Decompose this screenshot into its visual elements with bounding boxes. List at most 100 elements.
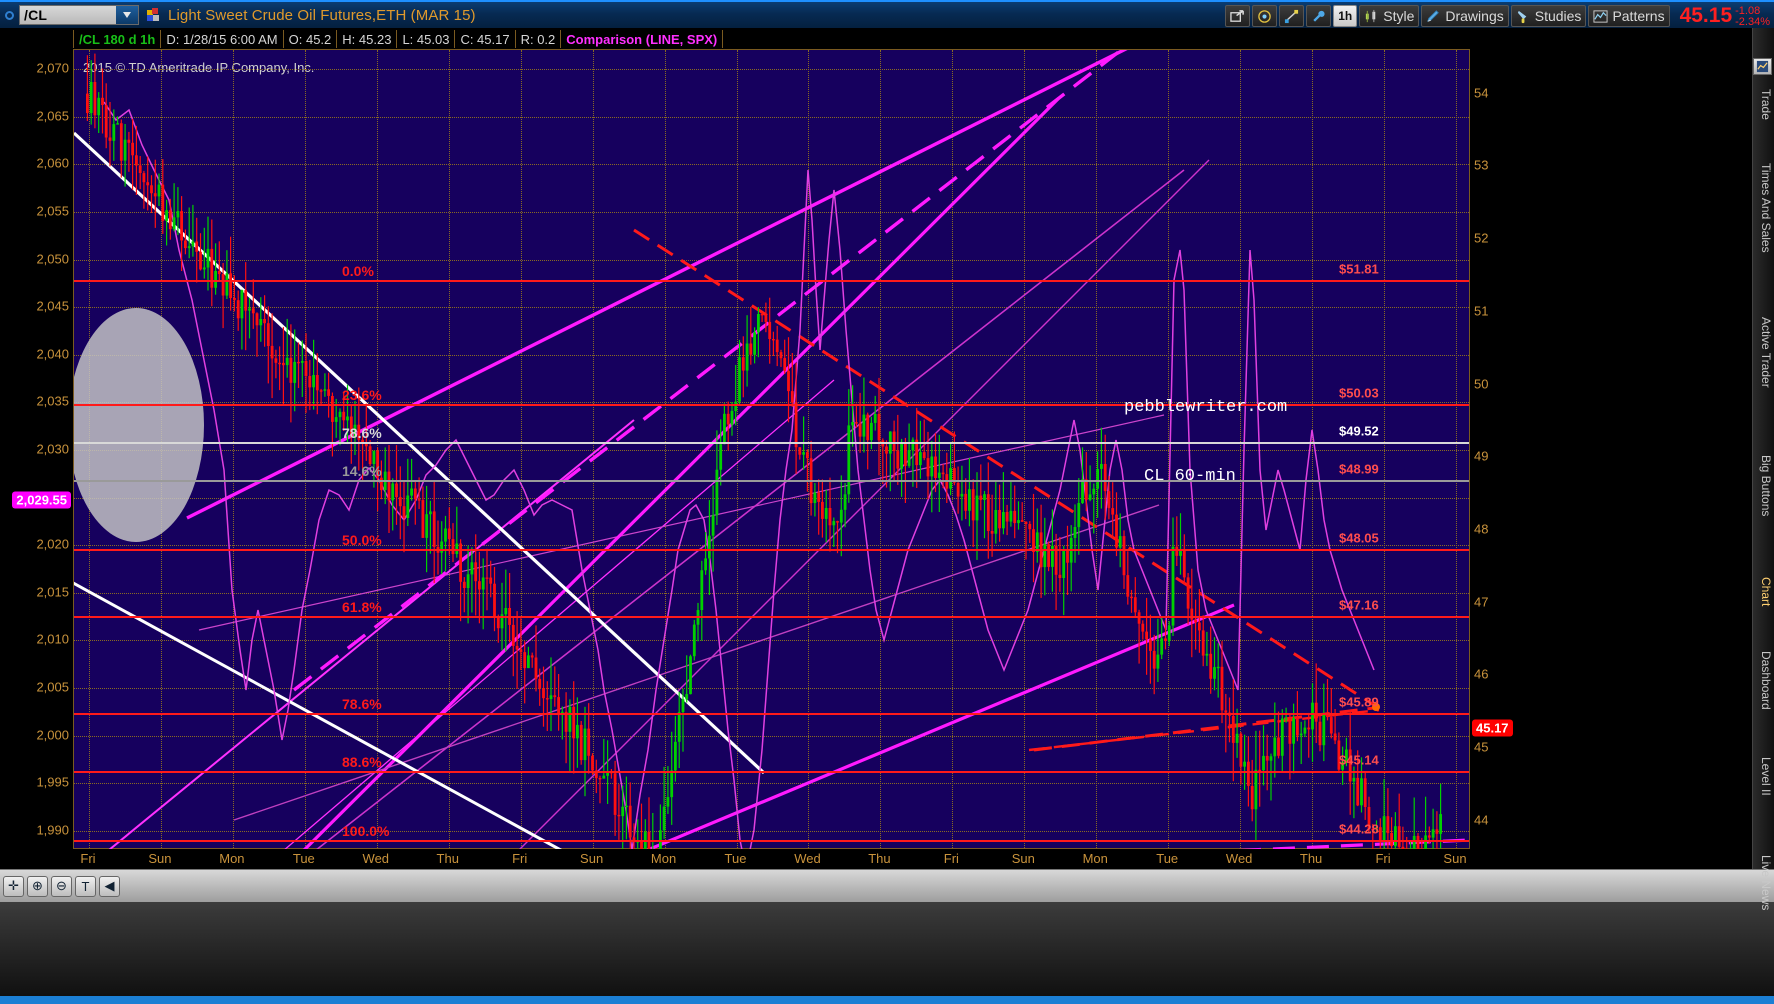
grid-line-vertical — [520, 50, 522, 848]
right-axis-tick: 54 — [1474, 85, 1489, 101]
symbol-dropdown-button[interactable] — [116, 6, 138, 24]
price-plot[interactable]: 2015 © TD Ameritrade IP Company, Inc. — [73, 49, 1471, 889]
drawings-label: Drawings — [1445, 8, 1504, 24]
right-axis-tick: 46 — [1474, 666, 1489, 682]
wrench-icon[interactable] — [1306, 5, 1332, 27]
right-axis-tick: 53 — [1474, 157, 1489, 173]
fib-level-label: 78.6% — [342, 696, 382, 712]
fib-level-line — [74, 442, 1469, 444]
chart-small-icon — [1756, 60, 1769, 73]
time-axis-label: Sun — [1443, 851, 1467, 866]
white-trendline-2 — [74, 581, 564, 850]
grid-line-vertical — [880, 50, 882, 848]
info-open: O: 45.2 — [284, 30, 338, 48]
status-dot-icon — [5, 10, 14, 20]
grid-line-vertical — [664, 50, 666, 848]
style-icon — [1366, 9, 1376, 22]
fib-level-line — [74, 713, 1469, 715]
left-axis-tick: 2,070 — [36, 60, 69, 76]
time-axis-label: Wed — [1225, 851, 1253, 866]
patterns-button[interactable]: Patterns — [1588, 5, 1670, 27]
left-axis-tick: 2,045 — [36, 298, 69, 314]
grid-line-horizontal — [74, 354, 1469, 356]
crosshair-icon[interactable] — [1279, 5, 1305, 27]
time-axis-label: Mon — [1082, 851, 1108, 866]
time-axis-label: Tue — [292, 851, 315, 866]
grid-line-vertical — [1096, 50, 1098, 848]
grid-line-vertical — [736, 50, 738, 848]
fib-price-label: $48.99 — [1339, 461, 1379, 477]
sidebar-item-chart[interactable]: Chart — [1759, 577, 1773, 607]
fib-level-line — [74, 404, 1469, 406]
pencil-icon — [1427, 9, 1440, 22]
zoom-in-icon[interactable]: ⊕ — [27, 875, 48, 897]
instrument-type-icon — [147, 8, 161, 22]
grid-line-horizontal — [74, 69, 1469, 71]
sidebar-item-active-trader[interactable]: Active Trader — [1759, 317, 1773, 388]
grid-line-vertical — [304, 50, 306, 848]
style-button[interactable]: Style — [1359, 5, 1420, 27]
right-axis-tick: 50 — [1474, 376, 1489, 392]
sidebar-item-live-news[interactable]: Live News — [1759, 855, 1773, 911]
fib-level-line — [74, 840, 1469, 842]
instrument-title: Light Sweet Crude Oil Futures,ETH (MAR 1… — [168, 6, 476, 24]
grid-line-vertical — [1240, 50, 1242, 848]
fib-level-line — [74, 480, 1469, 482]
time-axis-label: Fri — [1375, 851, 1391, 866]
text-tool-icon[interactable]: T — [75, 875, 96, 897]
sidebar-item-times-and-sales[interactable]: Times And Sales — [1759, 163, 1773, 253]
sidebar-item-level-ii[interactable]: Level II — [1759, 757, 1773, 796]
symbol-input[interactable]: /CL — [19, 5, 139, 25]
sidebar-item-dashboard[interactable]: Dashboard — [1759, 651, 1773, 710]
collapse-icon[interactable]: ◀ — [99, 875, 120, 897]
fib-level-label: 78.6% — [342, 425, 382, 441]
change-absolute: -1.08 — [1735, 4, 1761, 17]
fib-level-label: 0.0% — [342, 263, 374, 279]
chevron-down-icon — [123, 12, 131, 18]
fib-level-line — [74, 771, 1469, 773]
right-axis-tick: 51 — [1474, 303, 1489, 319]
drawings-button[interactable]: Drawings — [1421, 5, 1509, 27]
brush-icon — [1517, 10, 1527, 23]
grid-line-horizontal — [74, 783, 1469, 785]
fib-price-label: $49.52 — [1339, 423, 1379, 439]
fib-level-label: 23.6% — [342, 387, 382, 403]
left-axis-tick: 2,035 — [36, 393, 69, 409]
right-sidebar[interactable]: Trade Times And Sales Active Trader Big But… — [1752, 28, 1774, 910]
right-price-axis[interactable]: 54 53 52 51 50 49 48 47 46 45 44 45.17 — [1470, 49, 1520, 849]
time-axis-label: Tue — [724, 851, 747, 866]
fib-price-label: $47.16 — [1339, 597, 1379, 613]
sidebar-item-big-buttons[interactable]: Big Buttons — [1759, 455, 1773, 517]
target-icon[interactable] — [1252, 5, 1278, 27]
patterns-label: Patterns — [1612, 8, 1665, 24]
left-axis-tick: 1,995 — [36, 774, 69, 790]
fib-price-label: $48.05 — [1339, 530, 1379, 546]
fib-level-label: 100.0% — [342, 823, 390, 839]
grid-line-horizontal — [74, 592, 1469, 594]
grid-line-horizontal — [74, 307, 1469, 309]
brand-line-1: pebblewriter.com — [1124, 398, 1288, 417]
grid-line-horizontal — [74, 164, 1469, 166]
right-axis-tick: 47 — [1474, 594, 1489, 610]
grid-line-horizontal — [74, 688, 1469, 690]
sidebar-expand-button[interactable] — [1753, 58, 1772, 75]
grid-line-vertical — [232, 50, 234, 848]
studies-label: Studies — [1534, 8, 1582, 24]
patterns-icon — [1593, 9, 1608, 23]
left-axis-tick: 2,055 — [36, 203, 69, 219]
grid-line-horizontal — [74, 735, 1469, 737]
sidebar-item-trade[interactable]: Trade — [1759, 89, 1773, 120]
chart-area[interactable]: 2,070 2,065 2,060 2,055 2,050 2,045 2,040 2,035… — [0, 49, 1520, 889]
share-icon[interactable] — [1225, 5, 1251, 27]
left-price-axis[interactable]: 2,070 2,065 2,060 2,055 2,050 2,045 2,040 2,035… — [0, 49, 73, 849]
studies-button[interactable]: Studies — [1510, 5, 1587, 27]
chart-info-bar: /CL 180 d 1h D: 1/28/15 6:00 AM O: 45.2 … — [73, 29, 724, 49]
zoom-out-icon[interactable]: ⊖ — [51, 875, 72, 897]
fib-level-label: 61.8% — [342, 599, 382, 615]
crosshair-tool-icon[interactable]: ✛ — [3, 875, 24, 897]
left-axis-tick: 2,020 — [36, 536, 69, 552]
info-symbol: /CL 180 d 1h — [73, 30, 162, 48]
left-axis-tick: 1,990 — [36, 822, 69, 838]
right-axis-tick: 48 — [1474, 521, 1489, 537]
timeframe-button[interactable]: 1h — [1333, 5, 1358, 27]
